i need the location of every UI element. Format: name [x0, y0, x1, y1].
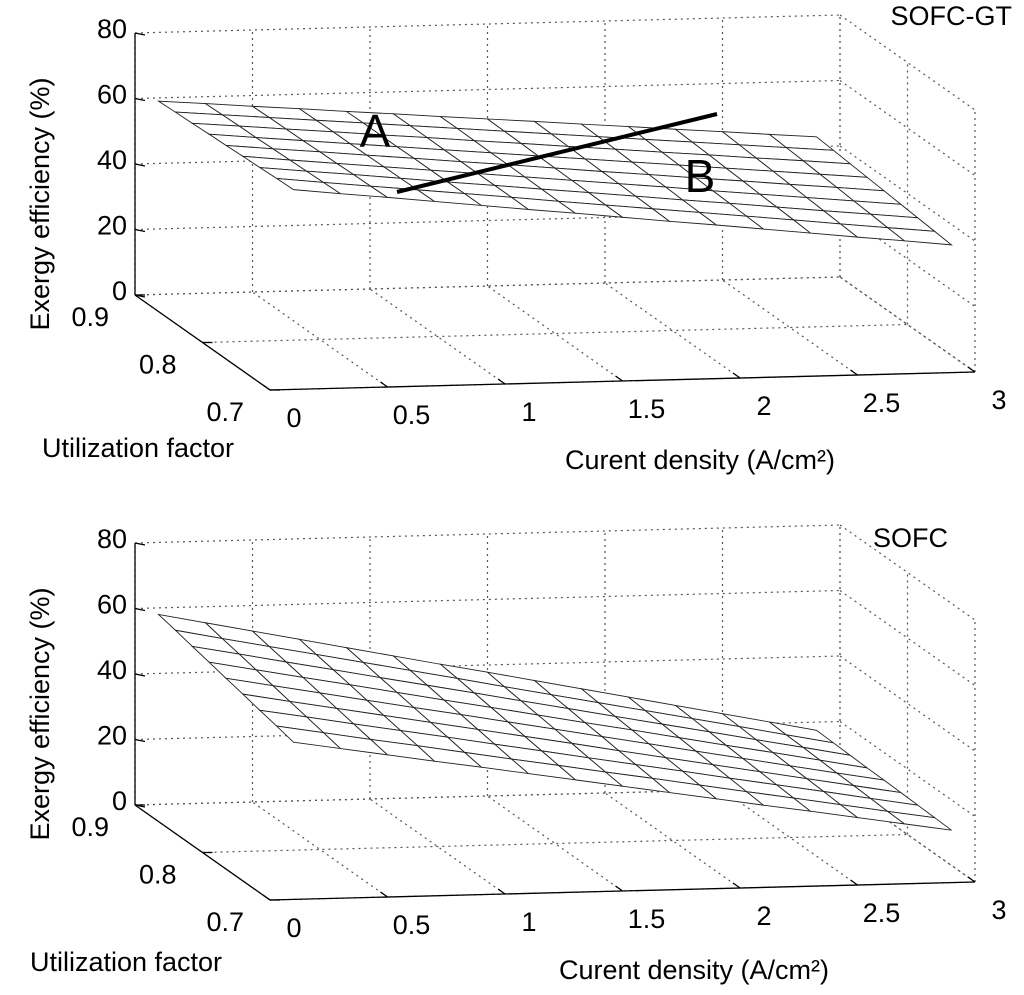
- grid-line: [487, 795, 623, 892]
- y-tick-label: 0.7: [206, 907, 244, 937]
- grid-line: [134, 524, 841, 544]
- x-tick: [615, 375, 623, 382]
- z-tick: [134, 542, 146, 546]
- grid-line: [252, 291, 388, 388]
- grid-line: [202, 833, 908, 854]
- x-tick: [497, 378, 506, 385]
- x-tick-label: 1: [521, 397, 536, 427]
- x-tick: [967, 876, 976, 883]
- y-tick-label: 0.8: [139, 860, 177, 890]
- z-tick: [134, 32, 146, 36]
- x-tick-label: 1.5: [628, 904, 666, 934]
- y-tick-label: 0.9: [71, 812, 109, 842]
- z-tick-label: 60: [97, 80, 127, 110]
- y-tick-label: 0.7: [206, 397, 244, 427]
- z-tick-label: 0: [112, 276, 127, 306]
- x-tick: [967, 366, 976, 373]
- grid-line: [134, 79, 841, 100]
- x-axis-label: Curent density (A/cm²): [565, 445, 835, 475]
- z-tick-label: 20: [97, 211, 127, 241]
- z-tick-label: 0: [112, 786, 127, 816]
- grid-line: [604, 282, 741, 379]
- z-tick: [134, 738, 146, 743]
- grid-line: [487, 285, 623, 382]
- x-tick-label: 2.5: [863, 388, 901, 418]
- x-tick-label: 0: [286, 913, 301, 943]
- y-tick-label: 0.9: [71, 302, 109, 332]
- x-tick-label: 1: [521, 907, 536, 937]
- grid-line: [134, 589, 841, 610]
- x-tick: [262, 894, 271, 901]
- z-tick-label: 80: [97, 14, 127, 44]
- z-tick-label: 20: [97, 721, 127, 751]
- z-axis-label: Exergy efficiency (%): [25, 587, 55, 840]
- z-tick-label: 40: [97, 655, 127, 685]
- x-tick-label: 3: [991, 385, 1006, 415]
- grid-line: [722, 279, 858, 376]
- x-tick-label: 0: [286, 403, 301, 433]
- z-tick: [134, 673, 146, 677]
- x-axis-label: Curent density (A/cm²): [559, 955, 829, 985]
- grid-line: [252, 801, 388, 898]
- z-tick: [134, 607, 146, 612]
- x-tick: [497, 888, 506, 895]
- z-tick: [134, 804, 146, 808]
- x-tick: [615, 885, 623, 892]
- y-tick-label: 0.8: [139, 350, 177, 380]
- z-tick-label: 60: [97, 590, 127, 620]
- x-tick-label: 0.5: [393, 400, 431, 430]
- divider-line: [396, 112, 718, 194]
- x-tick: [262, 384, 271, 391]
- x-tick: [732, 882, 741, 889]
- x-tick-label: 0.5: [393, 910, 431, 940]
- x-tick-label: 2: [756, 391, 771, 421]
- x-tick-label: 3: [991, 895, 1006, 925]
- x-tick-label: 2: [756, 901, 771, 931]
- z-tick: [134, 294, 146, 298]
- z-tick-label: 80: [97, 524, 127, 554]
- surface-cell: [886, 227, 953, 246]
- grid-line: [134, 14, 841, 34]
- annotation: B: [685, 150, 716, 202]
- x-tick-label: 2.5: [863, 898, 901, 928]
- x-tick: [732, 372, 741, 379]
- z-tick: [134, 163, 146, 167]
- x-tick: [380, 381, 388, 388]
- surface-cell: [887, 810, 952, 831]
- x-tick: [380, 891, 388, 898]
- z-tick-label: 40: [97, 145, 127, 175]
- y-axis-label: Utilization factor: [42, 433, 234, 463]
- annotation: A: [360, 105, 391, 157]
- z-tick: [134, 97, 146, 102]
- x-tick: [850, 369, 858, 376]
- panel-title: SOFC-GT: [891, 1, 1013, 31]
- z-tick: [134, 228, 146, 233]
- y-axis-label: Utilization factor: [30, 947, 222, 977]
- x-tick: [850, 879, 858, 886]
- x-tick-label: 1.5: [628, 394, 666, 424]
- grid-line: [202, 323, 908, 344]
- grid-line: [604, 792, 741, 889]
- z-axis-label: Exergy efficiency (%): [25, 77, 55, 330]
- panel-title: SOFC: [873, 523, 948, 553]
